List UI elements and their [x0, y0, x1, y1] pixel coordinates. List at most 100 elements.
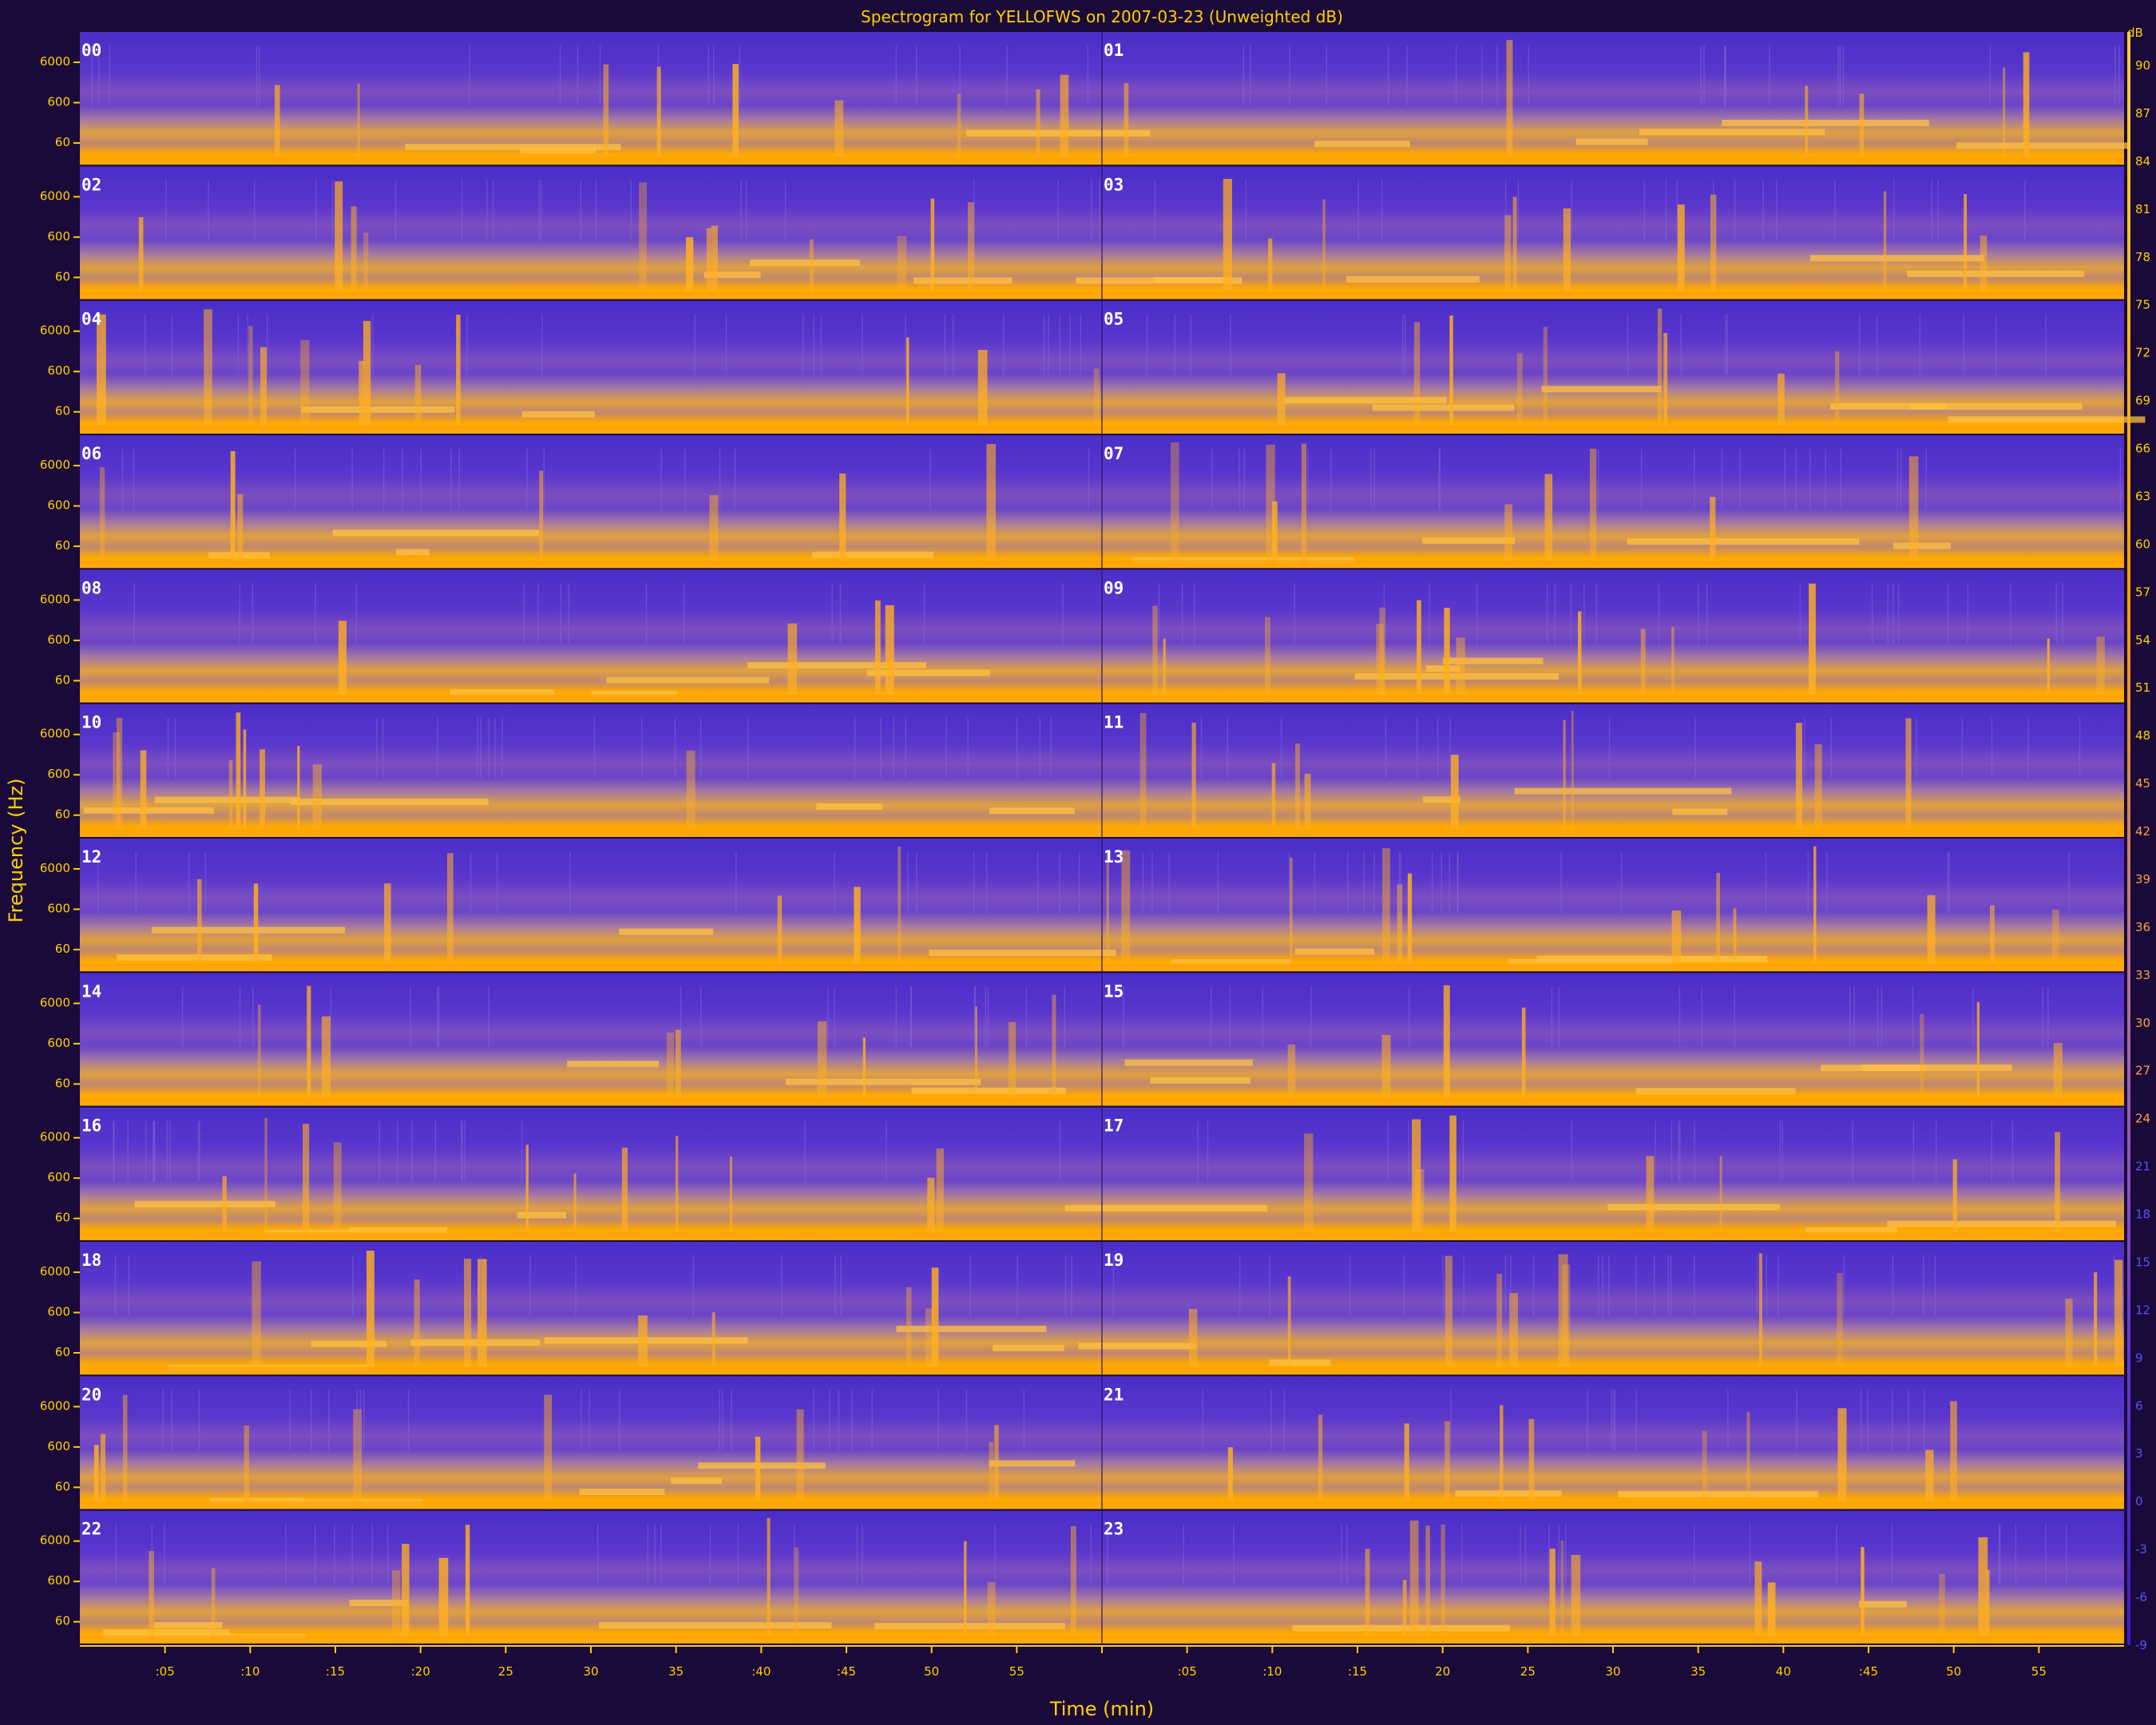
burst-mark: [930, 198, 935, 299]
hour-label: 10: [81, 713, 101, 732]
colorbar-label: 9: [2135, 1350, 2143, 1365]
tonal-streak: [450, 688, 555, 696]
burst-mark: [253, 883, 259, 972]
burst-mark: [834, 100, 844, 165]
x-tick-label: :45: [837, 1664, 856, 1679]
texture-mark: [1749, 1524, 1751, 1585]
texture-mark: [121, 448, 124, 510]
texture-mark: [1912, 1120, 1915, 1182]
texture-mark: [1025, 986, 1028, 1047]
texture-mark: [856, 1524, 858, 1585]
texture-mark: [1565, 1524, 1567, 1585]
y-tick-mark: [73, 1042, 80, 1045]
texture-mark: [1154, 180, 1155, 240]
texture-mark: [1050, 717, 1052, 779]
burst-mark: [732, 64, 739, 165]
burst-mark: [1265, 617, 1270, 703]
texture-mark: [1779, 1120, 1781, 1182]
texture-mark: [153, 1120, 154, 1182]
texture-mark: [994, 1524, 996, 1585]
texture-mark: [97, 851, 99, 913]
y-tick-label: 6000: [40, 1533, 70, 1548]
burst-mark: [964, 1541, 967, 1644]
burst-mark: [333, 1142, 342, 1240]
texture-mark: [581, 1390, 582, 1450]
texture-mark: [1931, 180, 1932, 240]
texture-mark: [437, 986, 438, 1047]
tonal-streak: [1948, 416, 2146, 423]
colorbar-unit: dB: [2127, 26, 2143, 40]
burst-mark: [1268, 238, 1273, 299]
texture-mark: [1923, 1255, 1924, 1316]
texture-mark: [684, 448, 686, 510]
burst-mark: [787, 623, 798, 703]
texture-mark: [1326, 45, 1327, 106]
burst-mark: [1883, 191, 1887, 299]
texture-mark: [164, 1524, 165, 1585]
x-tick-mark: [930, 1645, 933, 1653]
texture-mark: [174, 717, 176, 779]
texture-mark: [480, 1255, 482, 1316]
texture-mark: [1190, 314, 1192, 375]
texture-mark: [719, 1390, 720, 1450]
texture-mark: [1896, 448, 1899, 510]
texture-mark: [1776, 180, 1778, 240]
burst-mark: [1521, 1007, 1526, 1106]
texture-mark: [1373, 851, 1375, 913]
texture-mark: [813, 1390, 814, 1450]
burst-mark: [248, 326, 253, 434]
texture-mark: [2079, 717, 2081, 779]
tonal-streak: [1672, 808, 1728, 815]
texture-mark: [674, 717, 676, 779]
texture-mark: [371, 1524, 374, 1585]
texture-mark: [1769, 45, 1770, 106]
texture-mark: [1504, 180, 1507, 240]
texture-mark: [1456, 851, 1459, 913]
colorbar-label: 63: [2135, 489, 2150, 503]
burst-mark: [438, 1557, 449, 1644]
texture-mark: [1402, 314, 1404, 375]
burst-mark: [639, 182, 648, 299]
burst-mark: [1754, 1561, 1762, 1644]
texture-mark: [660, 448, 662, 510]
texture-mark: [2024, 180, 2026, 240]
texture-mark: [1071, 1255, 1072, 1316]
texture-mark: [1064, 986, 1066, 1047]
texture-mark: [1694, 717, 1696, 779]
x-tick-mark: [419, 1645, 422, 1653]
texture-mark: [959, 45, 961, 106]
texture-mark: [1455, 45, 1457, 106]
colorbar-label: 48: [2135, 728, 2150, 743]
texture-mark: [1861, 1390, 1862, 1450]
texture-mark: [737, 1524, 739, 1585]
texture-mark: [973, 986, 976, 1047]
texture-mark: [133, 583, 135, 644]
y-tick-mark: [73, 410, 80, 413]
burst-mark: [573, 1173, 577, 1240]
texture-mark: [97, 45, 100, 106]
texture-mark: [167, 717, 169, 779]
burst-mark: [1417, 600, 1421, 703]
burst-mark: [243, 729, 247, 837]
texture-mark: [169, 1120, 171, 1182]
burst-mark: [456, 314, 461, 434]
texture-mark: [1570, 583, 1571, 644]
tonal-streak: [1830, 402, 1947, 410]
burst-mark: [1560, 1540, 1564, 1644]
texture-mark: [595, 180, 597, 240]
burst-mark: [767, 1517, 771, 1644]
burst-mark: [1758, 1253, 1762, 1375]
texture-mark: [1725, 314, 1726, 375]
tonal-streak: [698, 1462, 826, 1469]
texture-mark: [352, 1255, 354, 1316]
texture-mark: [2113, 1255, 2115, 1316]
texture-mark: [411, 1120, 413, 1182]
texture-mark: [880, 717, 882, 779]
burst-mark: [1939, 1573, 1945, 1644]
burst-mark: [2047, 638, 2050, 703]
y-tick-mark: [73, 1311, 80, 1314]
texture-mark: [1635, 1255, 1637, 1316]
colorbar-label: 54: [2135, 632, 2150, 647]
burst-mark: [1121, 850, 1131, 972]
hour-label: 08: [81, 578, 101, 597]
